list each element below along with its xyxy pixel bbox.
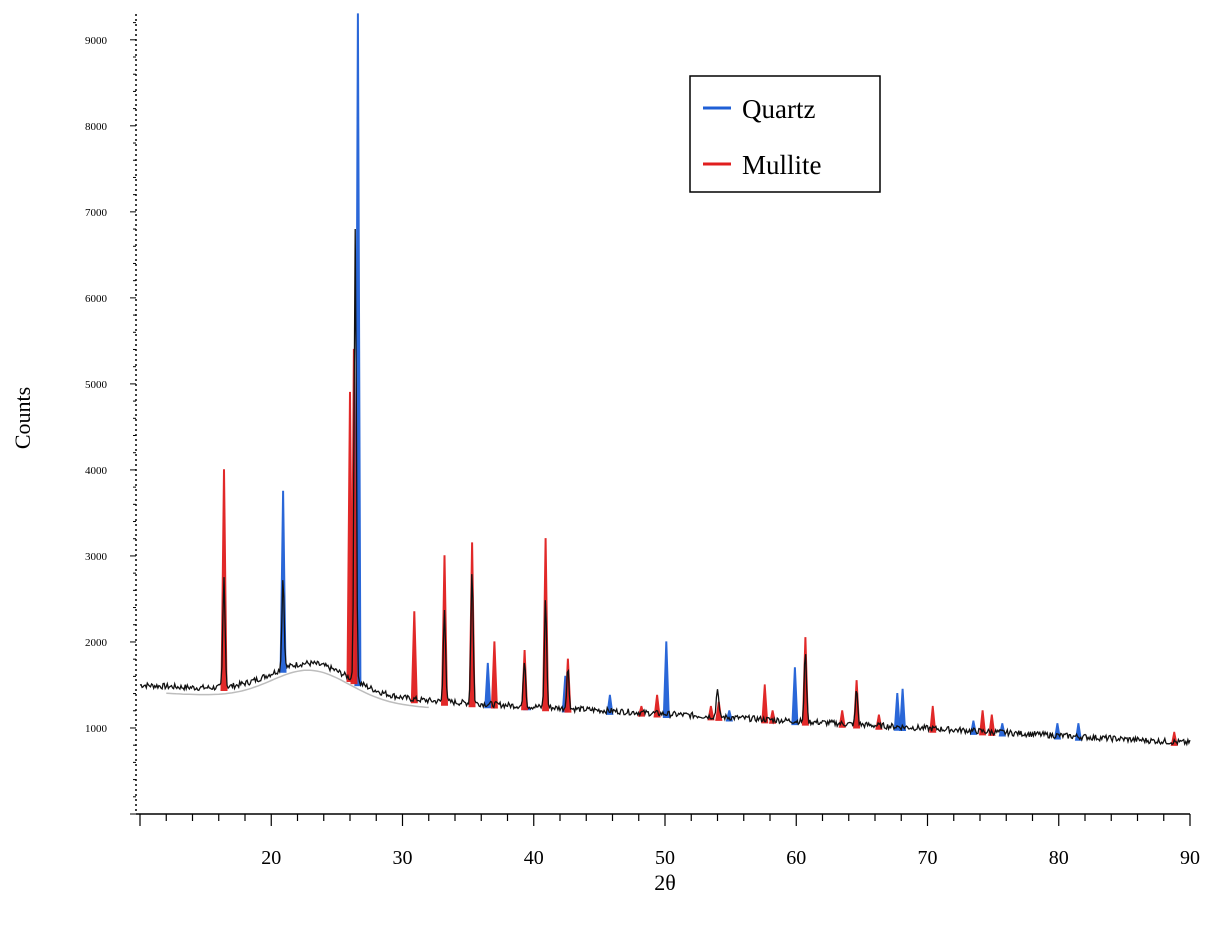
hump-curve: [166, 669, 429, 709]
mullite-peak-22: [988, 714, 996, 736]
x-tick-label: 50: [655, 847, 675, 869]
y-tick-label: 9000: [85, 35, 108, 47]
diffraction-pattern: [139, 228, 1191, 747]
mullite-peak-3: [410, 611, 418, 704]
y-tick-label: 7000: [85, 207, 108, 219]
y-axis-label: Counts: [10, 387, 35, 449]
mullite-peak-20: [929, 705, 937, 733]
y-tick-label: 5000: [85, 379, 108, 391]
legend-box: [689, 75, 881, 193]
pattern-line: [139, 228, 1191, 747]
legend-label-quartz: Quartz: [742, 94, 815, 124]
x-axis-label: 2θ: [654, 870, 676, 895]
y-tick-label: 2000: [85, 637, 108, 649]
legend-label-mullite: Mullite: [742, 150, 822, 180]
mullite-peak-6: [490, 641, 498, 709]
quartz-peak-2: [484, 662, 492, 709]
y-tick-label: 3000: [85, 551, 108, 563]
quartz-peak-8: [791, 667, 799, 726]
quartz-peak-10: [899, 688, 907, 731]
y-tick-label: 4000: [85, 465, 108, 477]
quartz-peak-9: [893, 693, 901, 731]
x-tick-label: 80: [1049, 847, 1069, 869]
y-tick-label: 8000: [85, 121, 108, 133]
x-tick-label: 60: [786, 847, 806, 869]
x-tick-label: 20: [261, 847, 281, 869]
x-tick-label: 70: [918, 847, 938, 869]
amorphous-hump: [166, 669, 429, 709]
y-tick-label: 6000: [85, 293, 108, 305]
axes: 20 30 40 50 60 70 80 90 1000 2000 3000 4000 5000 6000…: [85, 14, 1200, 869]
legend: Quartz Mullite: [689, 75, 881, 193]
x-tick-label: 40: [524, 847, 544, 869]
x-tick-label: 30: [393, 847, 413, 869]
y-tick-label: 1000: [85, 723, 108, 735]
x-tick-label: 90: [1180, 847, 1200, 869]
mullite-peak-11: [653, 694, 661, 718]
quartz-peak-6: [662, 641, 670, 718]
mullite-peak-14: [761, 684, 769, 724]
